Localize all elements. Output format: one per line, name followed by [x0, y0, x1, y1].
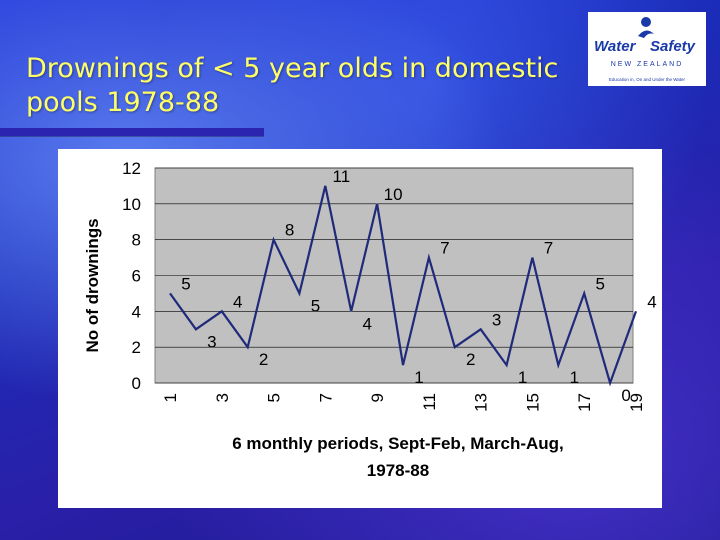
data-label: 5: [595, 274, 604, 293]
title-line-2: pools 1978-88: [26, 87, 220, 118]
y-tick-label: 10: [122, 195, 141, 214]
y-tick-label: 8: [132, 231, 141, 250]
x-tick-label: 7: [316, 393, 335, 402]
x-axis-label-line-1: 6 monthly periods, Sept-Feb, March-Aug,: [232, 434, 564, 453]
logo-country: NEW ZEALAND: [611, 61, 684, 68]
y-tick-label: 2: [132, 338, 141, 357]
data-label: 4: [233, 292, 242, 311]
x-tick-label: 13: [472, 393, 491, 412]
y-axis-ticks: 0 2 4 6 8 10 12: [122, 159, 141, 393]
logo-brand-right: Safety: [650, 38, 696, 55]
data-label: 7: [440, 239, 449, 258]
y-tick-label: 12: [122, 159, 141, 178]
x-tick-label: 9: [368, 393, 387, 402]
water-safety-logo: Water Safety NEW ZEALAND Education in, O…: [588, 12, 706, 86]
x-tick-label: 1: [161, 393, 180, 402]
x-tick-label: 19: [627, 393, 646, 412]
logo-brand-left: Water: [594, 38, 637, 55]
y-tick-label: 4: [132, 302, 141, 321]
x-tick-label: 3: [213, 393, 232, 402]
logo-tagline: Education in, On and Under the Water: [609, 77, 686, 82]
data-label: 1: [414, 368, 423, 387]
data-label: 10: [384, 185, 403, 204]
data-label: 4: [362, 314, 371, 333]
x-tick-label: 15: [523, 393, 542, 412]
data-label: 5: [311, 296, 320, 315]
x-tick-label: 5: [265, 393, 284, 402]
y-tick-label: 0: [132, 374, 141, 393]
logo-graphic: Water Safety NEW ZEALAND Education in, O…: [594, 17, 696, 82]
series-line: [169, 185, 638, 387]
data-label: 2: [466, 350, 475, 369]
x-tick-label: 17: [575, 393, 594, 412]
chart-panel: 0 2 4 6 8 10 12 1 3 5 7 9 11 13 15 17 19 5 3 4 2 8 5 11 4 10 1 7 2…: [58, 149, 662, 508]
swimmer-icon: [638, 17, 654, 38]
data-label: 1: [570, 368, 579, 387]
data-label: 1: [518, 368, 527, 387]
y-tick-label: 6: [132, 267, 141, 286]
x-tick-label: 11: [420, 393, 439, 411]
data-label: 5: [181, 274, 190, 293]
data-label: 3: [492, 310, 501, 329]
data-label: 2: [259, 350, 268, 369]
title-underline: [0, 128, 264, 136]
slide-title: Drownings of < 5 year olds in domestic p…: [26, 52, 586, 120]
data-label: 4: [647, 292, 656, 311]
data-label: 8: [285, 221, 294, 240]
data-label: 0: [621, 386, 630, 405]
x-axis-label-line-2: 1978-88: [367, 461, 429, 480]
x-axis-ticks: 1 3 5 7 9 11 13 15 17 19: [161, 393, 646, 412]
data-labels: 5 3 4 2 8 5 11 4 10 1 7 2 3 1 7 1 5 0 4: [181, 167, 656, 405]
y-axis-label: No of drownings: [83, 218, 102, 352]
title-line-1: Drownings of < 5 year olds in domestic: [26, 53, 559, 84]
data-label: 3: [207, 332, 216, 351]
data-label: 7: [544, 239, 553, 258]
data-label: 11: [333, 167, 351, 186]
